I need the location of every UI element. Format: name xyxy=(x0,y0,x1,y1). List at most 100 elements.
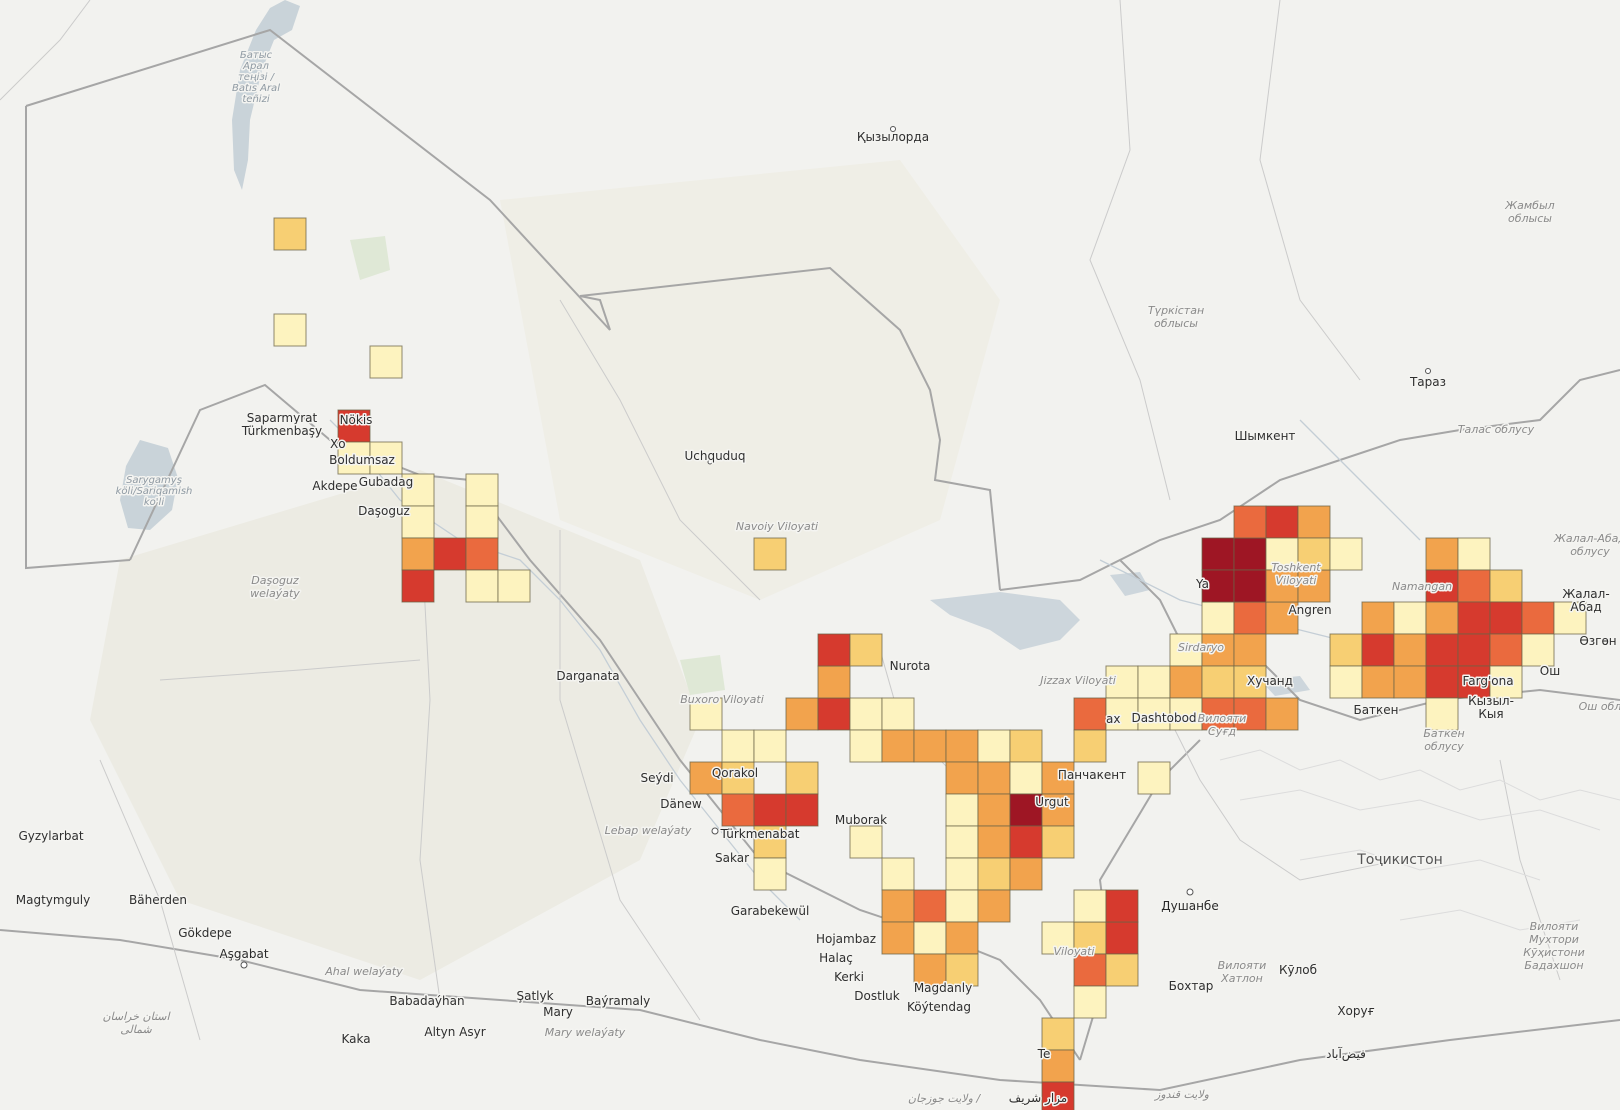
grid-cell[interactable] xyxy=(1041,1081,1075,1110)
grid-cell[interactable] xyxy=(1425,569,1459,603)
grid-cell[interactable] xyxy=(1265,697,1299,731)
grid-cell[interactable] xyxy=(753,729,787,763)
grid-cell[interactable] xyxy=(1265,601,1299,635)
grid-cell[interactable] xyxy=(1201,569,1235,603)
grid-cell[interactable] xyxy=(1105,921,1139,955)
grid-cell[interactable] xyxy=(1489,665,1523,699)
grid-cell[interactable] xyxy=(913,921,947,955)
grid-cell[interactable] xyxy=(977,729,1011,763)
grid-cell[interactable] xyxy=(1041,1017,1075,1051)
grid-cell[interactable] xyxy=(977,761,1011,795)
grid-cell[interactable] xyxy=(337,409,371,443)
grid-cell[interactable] xyxy=(1361,665,1395,699)
grid-cell[interactable] xyxy=(1137,697,1171,731)
grid-cell[interactable] xyxy=(913,953,947,987)
label-sughd: Вилояти Суғд xyxy=(1198,712,1247,738)
grid-cell[interactable] xyxy=(401,569,435,603)
label-shymkent: Шымкент xyxy=(1235,429,1296,443)
grid-cell[interactable] xyxy=(977,889,1011,923)
grid-cell[interactable] xyxy=(1073,985,1107,1019)
label-jalal-abad-region: Жалал-Абад облусу xyxy=(1553,532,1620,558)
grid-cell[interactable] xyxy=(977,825,1011,859)
grid-cell[interactable] xyxy=(753,825,787,859)
grid-cell[interactable] xyxy=(1457,665,1491,699)
grid-cell[interactable] xyxy=(273,217,307,251)
grid-cell[interactable] xyxy=(1073,729,1107,763)
label-turkmenabat: Türkmenabat xyxy=(720,827,800,841)
grid-cell[interactable] xyxy=(817,665,851,699)
grid-cell[interactable] xyxy=(1329,537,1363,571)
grid-cell[interactable] xyxy=(497,569,531,603)
grid-cell[interactable] xyxy=(1233,505,1267,539)
grid-cell[interactable] xyxy=(785,697,819,731)
grid-cell[interactable] xyxy=(753,793,787,827)
grid-cell[interactable] xyxy=(881,729,915,763)
grid-cell[interactable] xyxy=(689,697,723,731)
grid-cell[interactable] xyxy=(1009,729,1043,763)
grid-cell[interactable] xyxy=(1073,889,1107,923)
grid-cell[interactable] xyxy=(849,697,883,731)
grid-cell[interactable] xyxy=(1297,569,1331,603)
grid-cell[interactable] xyxy=(913,889,947,923)
grid-cell[interactable] xyxy=(1425,537,1459,571)
aydar-lake xyxy=(930,592,1080,650)
grid-cell[interactable] xyxy=(1297,537,1331,571)
grid-cell[interactable] xyxy=(1105,953,1139,987)
grid-cell[interactable] xyxy=(401,473,435,507)
grid-cell[interactable] xyxy=(1073,921,1107,955)
grid-cell[interactable] xyxy=(721,793,755,827)
grid-cell[interactable] xyxy=(1457,537,1491,571)
grid-cell[interactable] xyxy=(785,793,819,827)
grid-cell[interactable] xyxy=(881,857,915,891)
grid-cell[interactable] xyxy=(1041,761,1075,795)
grid-cell[interactable] xyxy=(849,633,883,667)
grid-cell[interactable] xyxy=(1393,665,1427,699)
grid-cell[interactable] xyxy=(1425,697,1459,731)
grid-cell[interactable] xyxy=(1009,793,1043,827)
grid-cell[interactable] xyxy=(1361,633,1395,667)
grid-cell[interactable] xyxy=(1009,857,1043,891)
grid-cell[interactable] xyxy=(1329,665,1363,699)
grid-cell[interactable] xyxy=(945,953,979,987)
grid-cell[interactable] xyxy=(369,441,403,475)
grid-cell[interactable] xyxy=(273,313,307,347)
grid-cell[interactable] xyxy=(1009,825,1043,859)
grid-cell[interactable] xyxy=(1105,665,1139,699)
grid-cell[interactable] xyxy=(1489,601,1523,635)
grid-cell[interactable] xyxy=(1041,1049,1075,1083)
grid-cell[interactable] xyxy=(1233,665,1267,699)
grid-cell[interactable] xyxy=(1521,633,1555,667)
grid-cell[interactable] xyxy=(1553,601,1587,635)
grid-cell[interactable] xyxy=(1041,793,1075,827)
grid-cell[interactable] xyxy=(849,825,883,859)
grid-cell[interactable] xyxy=(1137,665,1171,699)
grid-cell[interactable] xyxy=(1105,697,1139,731)
grid-cell[interactable] xyxy=(337,441,371,475)
grid-cell[interactable] xyxy=(401,537,435,571)
grid-cell[interactable] xyxy=(881,889,915,923)
grid-cell[interactable] xyxy=(1265,569,1299,603)
grid-cell[interactable] xyxy=(721,729,755,763)
grid-cell[interactable] xyxy=(913,729,947,763)
grid-cell[interactable] xyxy=(1009,761,1043,795)
grid-cell[interactable] xyxy=(1137,761,1171,795)
grid-cell[interactable] xyxy=(1105,889,1139,923)
grid-cell[interactable] xyxy=(753,857,787,891)
grid-cell[interactable] xyxy=(1041,825,1075,859)
grid-cell[interactable] xyxy=(1233,633,1267,667)
grid-cell[interactable] xyxy=(945,761,979,795)
grid-cell[interactable] xyxy=(1201,697,1235,731)
grid-cell[interactable] xyxy=(881,921,915,955)
grid-cell[interactable] xyxy=(817,697,851,731)
grid-cell[interactable] xyxy=(753,537,787,571)
grid-cell[interactable] xyxy=(1169,665,1203,699)
grid-cell[interactable] xyxy=(945,921,979,955)
label-kyzylorda: Қызылорда xyxy=(857,130,929,144)
grid-cell[interactable] xyxy=(369,345,403,379)
label-khatlon: Вилояти Хатлон xyxy=(1218,959,1267,985)
grid-cell[interactable] xyxy=(1073,953,1107,987)
grid-cell[interactable] xyxy=(945,857,979,891)
grid-cell[interactable] xyxy=(1489,569,1523,603)
grid-cell[interactable] xyxy=(433,537,467,571)
